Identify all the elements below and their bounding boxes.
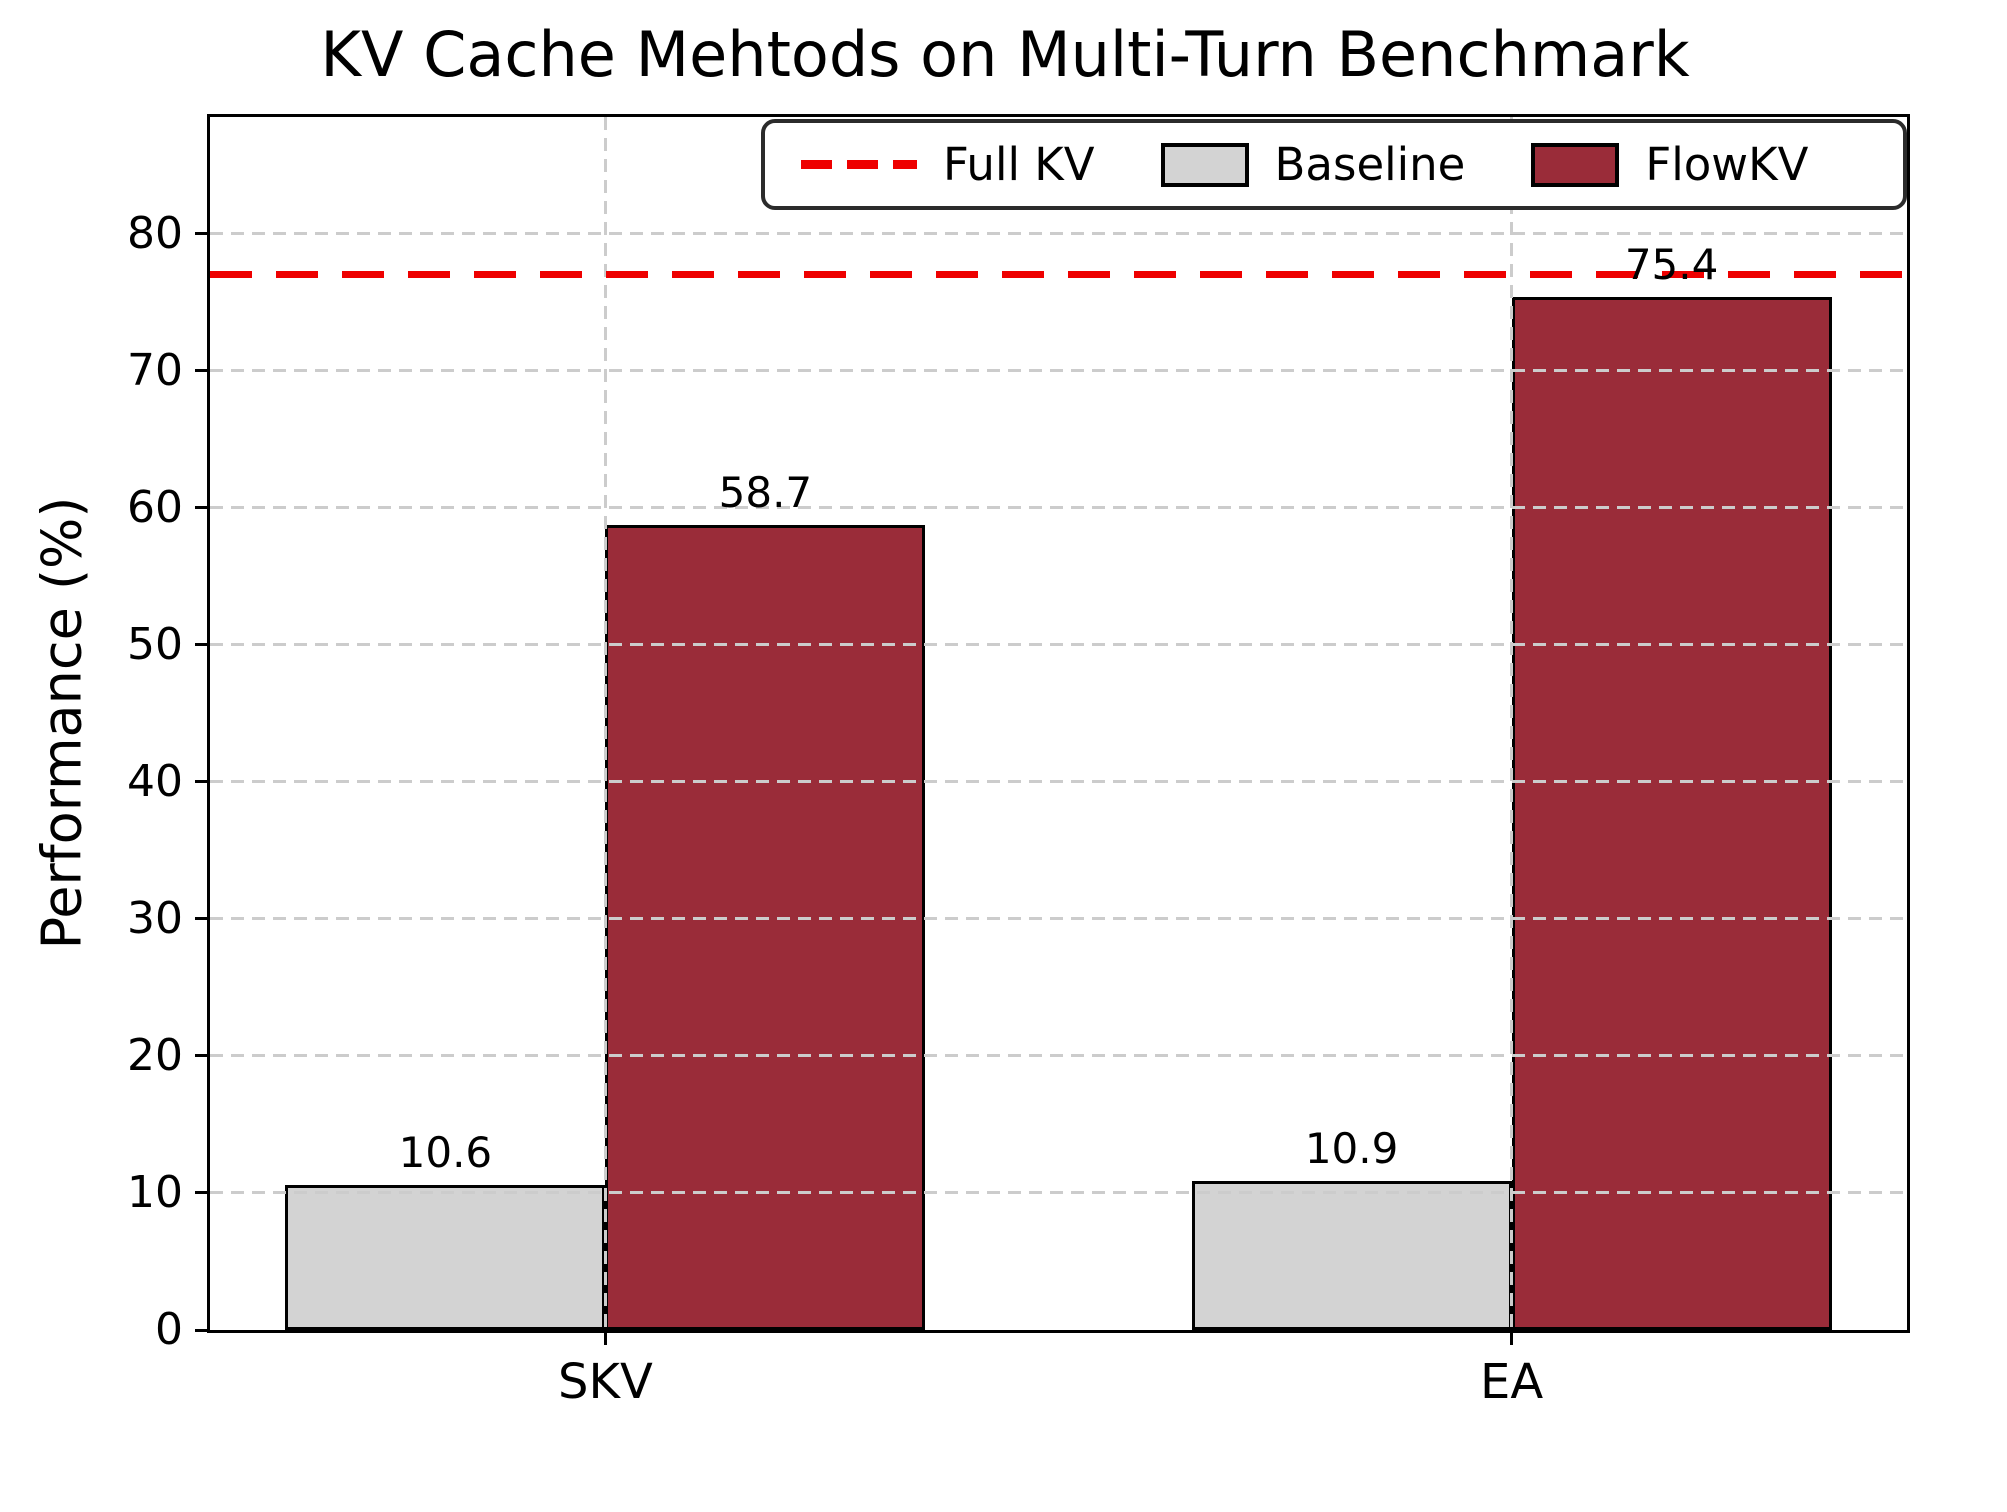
x-tick-label-skv: SKV xyxy=(558,1354,653,1410)
chart-title: KV Cache Mehtods on Multi-Turn Benchmark xyxy=(320,18,1690,91)
bar-value-label: 10.9 xyxy=(1304,1123,1399,1173)
bar-flowkv-ea xyxy=(1511,296,1832,1330)
y-tick-label: 40 xyxy=(127,755,183,807)
bar-baseline-skv xyxy=(285,1184,606,1330)
bar-flowkv-skv xyxy=(605,525,926,1330)
y-tick-label: 70 xyxy=(127,344,183,396)
legend-label-full-kv: Full KV xyxy=(943,138,1095,191)
legend-label-flowkv: FlowKV xyxy=(1645,138,1809,191)
gridline-horizontal xyxy=(210,780,1907,784)
gridline-horizontal xyxy=(210,506,1907,510)
gridline-vertical xyxy=(1510,117,1514,1330)
full-kv-dashed-line-swatch xyxy=(801,160,917,169)
bar-value-label: 75.4 xyxy=(1624,239,1719,289)
y-tick-mark xyxy=(195,917,207,921)
gridline-vertical xyxy=(603,117,607,1330)
plot-area: 10.6 10.9 58.7 75.4 0 10 20 30 40 50 60 70 80 SKV EA F… xyxy=(127,114,1910,1410)
gridline-horizontal xyxy=(210,369,1907,373)
y-tick-label: 60 xyxy=(127,481,183,533)
y-tick-mark xyxy=(195,232,207,235)
y-tick-label: 50 xyxy=(127,618,183,670)
legend-entry-baseline: Baseline xyxy=(1160,138,1466,191)
x-tick-mark xyxy=(603,1330,607,1345)
flowkv-color-swatch xyxy=(1531,142,1620,187)
full-kv-reference-line xyxy=(210,271,1907,279)
y-tick-mark xyxy=(195,506,207,510)
y-tick-label: 0 xyxy=(155,1304,183,1355)
y-tick-label: 30 xyxy=(127,892,183,944)
y-tick-mark xyxy=(195,1191,207,1195)
gridline-horizontal xyxy=(210,1054,1907,1058)
y-tick-label: 20 xyxy=(127,1029,183,1081)
y-tick-label: 10 xyxy=(127,1166,183,1218)
x-tick-label-ea: EA xyxy=(1480,1354,1544,1410)
y-tick-label: 80 xyxy=(127,207,183,259)
bar-baseline-ea xyxy=(1191,1180,1512,1330)
bar-value-label: 58.7 xyxy=(718,468,813,518)
y-tick-mark xyxy=(195,1054,207,1058)
y-tick-mark xyxy=(195,369,207,373)
legend-entry-full-kv: Full KV xyxy=(801,138,1095,191)
y-tick-mark xyxy=(195,643,207,647)
gridline-horizontal xyxy=(210,917,1907,921)
y-tick-mark xyxy=(195,780,207,784)
bar-value-label: 10.6 xyxy=(398,1127,493,1177)
y-tick-mark xyxy=(195,1328,207,1332)
baseline-color-swatch xyxy=(1160,142,1249,187)
gridline-horizontal xyxy=(210,643,1907,647)
gridline-horizontal xyxy=(210,1191,1907,1195)
gridline-horizontal xyxy=(210,232,1907,235)
y-axis-label: Performance (%) xyxy=(30,496,94,950)
legend-entry-flowkv: FlowKV xyxy=(1531,138,1808,191)
legend: Full KV Baseline FlowKV xyxy=(761,119,1907,210)
x-tick-mark xyxy=(1510,1330,1514,1345)
legend-label-baseline: Baseline xyxy=(1274,138,1466,191)
